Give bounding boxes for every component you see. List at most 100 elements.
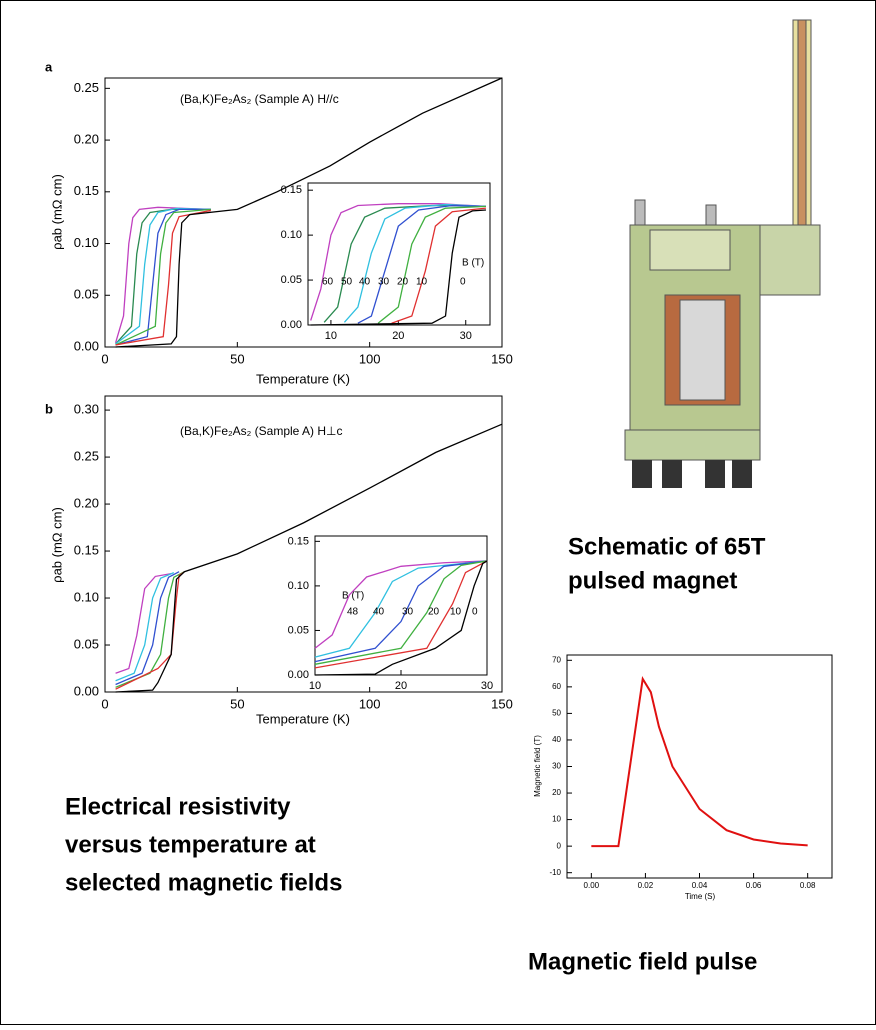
series-line <box>314 560 488 669</box>
x-tick-label: 0 <box>101 351 108 366</box>
series-line <box>314 560 488 658</box>
series-line <box>115 208 211 346</box>
y-tick-label: 0.00 <box>288 669 309 681</box>
x-tick-label: 0 <box>101 696 108 711</box>
y-tick-label: 0.20 <box>74 132 99 147</box>
series-label: 10 <box>450 607 462 618</box>
y-tick-label: 20 <box>552 788 561 797</box>
x-tick-label: 20 <box>395 680 407 692</box>
x-tick-label: 150 <box>491 696 513 711</box>
y-tick-label: 0.15 <box>281 184 302 196</box>
series-line <box>314 560 488 676</box>
series-label: 10 <box>416 277 428 288</box>
series-line <box>115 209 211 346</box>
y-tick-label: 0 <box>557 841 562 850</box>
x-tick-label: 10 <box>325 330 337 342</box>
series-label: 40 <box>373 607 385 618</box>
legend-title: B (T) <box>342 591 364 602</box>
series-label: 50 <box>341 277 353 288</box>
y-tick-label: 30 <box>552 762 561 771</box>
series-label: 20 <box>397 277 409 288</box>
y-tick-label: -10 <box>549 868 561 877</box>
y-tick-label: 0.10 <box>74 589 99 604</box>
series-line <box>377 205 486 324</box>
series-line <box>343 203 486 323</box>
y-tick-label: 50 <box>552 709 561 718</box>
x-tick-label: 100 <box>359 696 381 711</box>
y-tick-label: 0.15 <box>74 183 99 198</box>
y-tick-label: 0.05 <box>281 274 302 286</box>
x-tick-label: 30 <box>460 330 472 342</box>
x-tick-label: 20 <box>392 330 404 342</box>
y-tick-label: 0.00 <box>74 683 99 698</box>
annotation: (Ba,K)Fe₂As₂ (Sample A) H⊥c <box>180 424 342 438</box>
caption: pulsed magnet <box>568 567 737 594</box>
y-tick-label: 70 <box>552 655 561 664</box>
y-tick-label: 0.05 <box>74 636 99 651</box>
y-tick-label: 0.20 <box>74 496 99 511</box>
series-line <box>310 203 486 321</box>
y-tick-label: 40 <box>552 735 561 744</box>
y-tick-label: 0.05 <box>288 624 309 636</box>
plot-frame <box>566 654 833 879</box>
series-line <box>314 560 488 665</box>
series-label: 40 <box>359 277 371 288</box>
x-tick-label: 150 <box>491 351 513 366</box>
y-tick-label: 0.25 <box>74 449 99 464</box>
y-tick-label: 0.00 <box>74 338 99 353</box>
y-tick-label: 0.15 <box>288 535 309 547</box>
y-tick-label: 0.05 <box>74 287 99 302</box>
x-axis-label: Temperature (K) <box>256 371 350 386</box>
series-line <box>115 423 503 693</box>
series-label: 30 <box>378 277 390 288</box>
series-line <box>115 571 185 690</box>
x-axis-label: Time (S) <box>685 892 716 901</box>
series-line <box>310 209 486 326</box>
x-tick-label: 50 <box>230 351 244 366</box>
x-tick-label: 50 <box>230 696 244 711</box>
plot-frame <box>314 535 488 676</box>
y-tick-label: 60 <box>552 682 561 691</box>
series-line <box>115 572 175 682</box>
magnet-schematic <box>624 19 821 488</box>
caption: Schematic of 65T <box>568 533 766 560</box>
caption: Magnetic field pulse <box>528 948 757 975</box>
y-tick-label: 0.15 <box>74 542 99 557</box>
y-tick-label: 10 <box>552 815 561 824</box>
caption: versus temperature at <box>65 831 316 858</box>
x-tick-label: 0.00 <box>584 881 600 890</box>
series-line <box>314 560 488 649</box>
series-line <box>357 204 486 324</box>
series-label: 0 <box>460 277 466 288</box>
series-line <box>115 77 503 348</box>
series-line <box>314 560 488 663</box>
x-tick-label: 10 <box>309 680 321 692</box>
annotation: (Ba,K)Fe₂As₂ (Sample A) H//c <box>180 92 339 106</box>
y-axis-label: ρab (mΩ cm) <box>49 507 64 583</box>
series-label: 20 <box>428 607 440 618</box>
series-label: 30 <box>402 607 414 618</box>
series-line <box>115 572 172 674</box>
y-tick-label: 0.00 <box>281 319 302 331</box>
series-line <box>115 571 180 686</box>
x-tick-label: 0.02 <box>638 881 654 890</box>
series-label: 0 <box>472 607 478 618</box>
y-tick-label: 0.10 <box>74 235 99 250</box>
caption: selected magnetic fields <box>65 869 342 896</box>
legend-title: B (T) <box>462 258 484 269</box>
series-line <box>591 676 808 848</box>
series-label: 60 <box>322 277 334 288</box>
y-tick-label: 0.10 <box>288 580 309 592</box>
caption: Electrical resistivity <box>65 793 291 820</box>
x-tick-label: 30 <box>481 680 493 692</box>
x-axis-label: Temperature (K) <box>256 711 350 726</box>
series-line <box>115 208 211 346</box>
series-line <box>115 207 211 345</box>
x-tick-label: 100 <box>359 351 381 366</box>
series-line <box>391 207 487 324</box>
y-tick-label: 0.10 <box>281 229 302 241</box>
y-tick-label: 0.25 <box>74 80 99 95</box>
x-tick-label: 0.08 <box>800 881 816 890</box>
panel-label: a <box>45 59 53 74</box>
